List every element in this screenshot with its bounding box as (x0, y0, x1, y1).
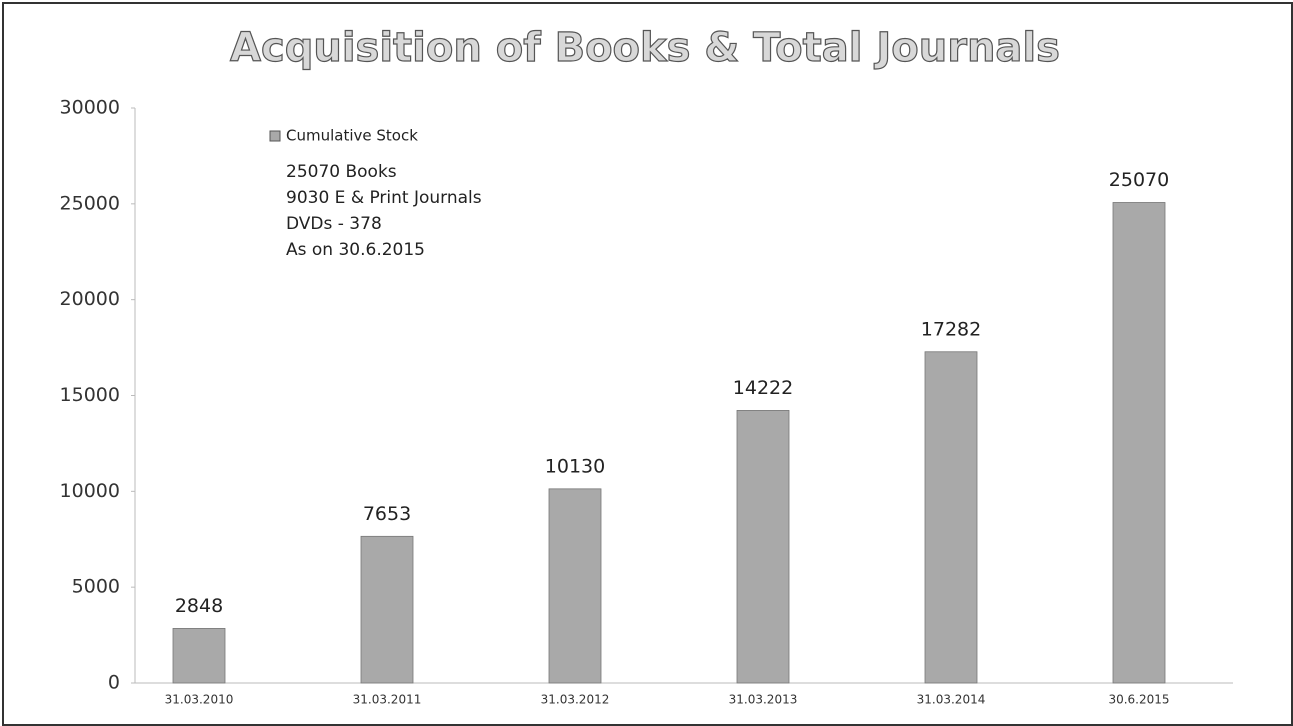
data-label: 7653 (363, 503, 411, 525)
data-label: 14222 (733, 377, 793, 399)
bar (172, 628, 226, 684)
y-tick-label: 30000 (60, 97, 120, 119)
chart-title: Acquisition of Books & Total Journals (230, 25, 1060, 71)
bar (360, 535, 414, 684)
legend-swatch (269, 130, 281, 142)
legend-label: Cumulative Stock (286, 127, 418, 145)
bar (548, 488, 602, 684)
annotation: 9030 E & Print Journals (286, 188, 482, 208)
y-tick-label: 0 (108, 672, 120, 694)
annotation: 25070 Books (286, 162, 397, 182)
bar (736, 410, 790, 684)
x-tick-label: 31.03.2011 (353, 693, 422, 707)
data-label: 10130 (545, 455, 605, 477)
bar (1112, 202, 1166, 684)
y-tick-label: 25000 (60, 192, 120, 214)
y-tick-label: 5000 (72, 576, 120, 598)
y-tick-label: 20000 (60, 288, 120, 310)
x-tick-label: 31.03.2012 (541, 693, 610, 707)
x-tick-label: 30.6.2015 (1108, 693, 1169, 707)
bar (924, 351, 978, 684)
x-tick-label: 31.03.2010 (165, 693, 234, 707)
data-label: 2848 (175, 595, 223, 617)
x-tick-label: 31.03.2013 (729, 693, 798, 707)
y-tick-label: 10000 (60, 480, 120, 502)
data-label: 25070 (1109, 169, 1169, 191)
data-label: 17282 (921, 318, 981, 340)
y-tick-label: 15000 (60, 384, 120, 406)
annotation: DVDs - 378 (286, 214, 382, 234)
x-tick-label: 31.03.2014 (917, 693, 986, 707)
annotation: As on 30.6.2015 (286, 240, 425, 260)
